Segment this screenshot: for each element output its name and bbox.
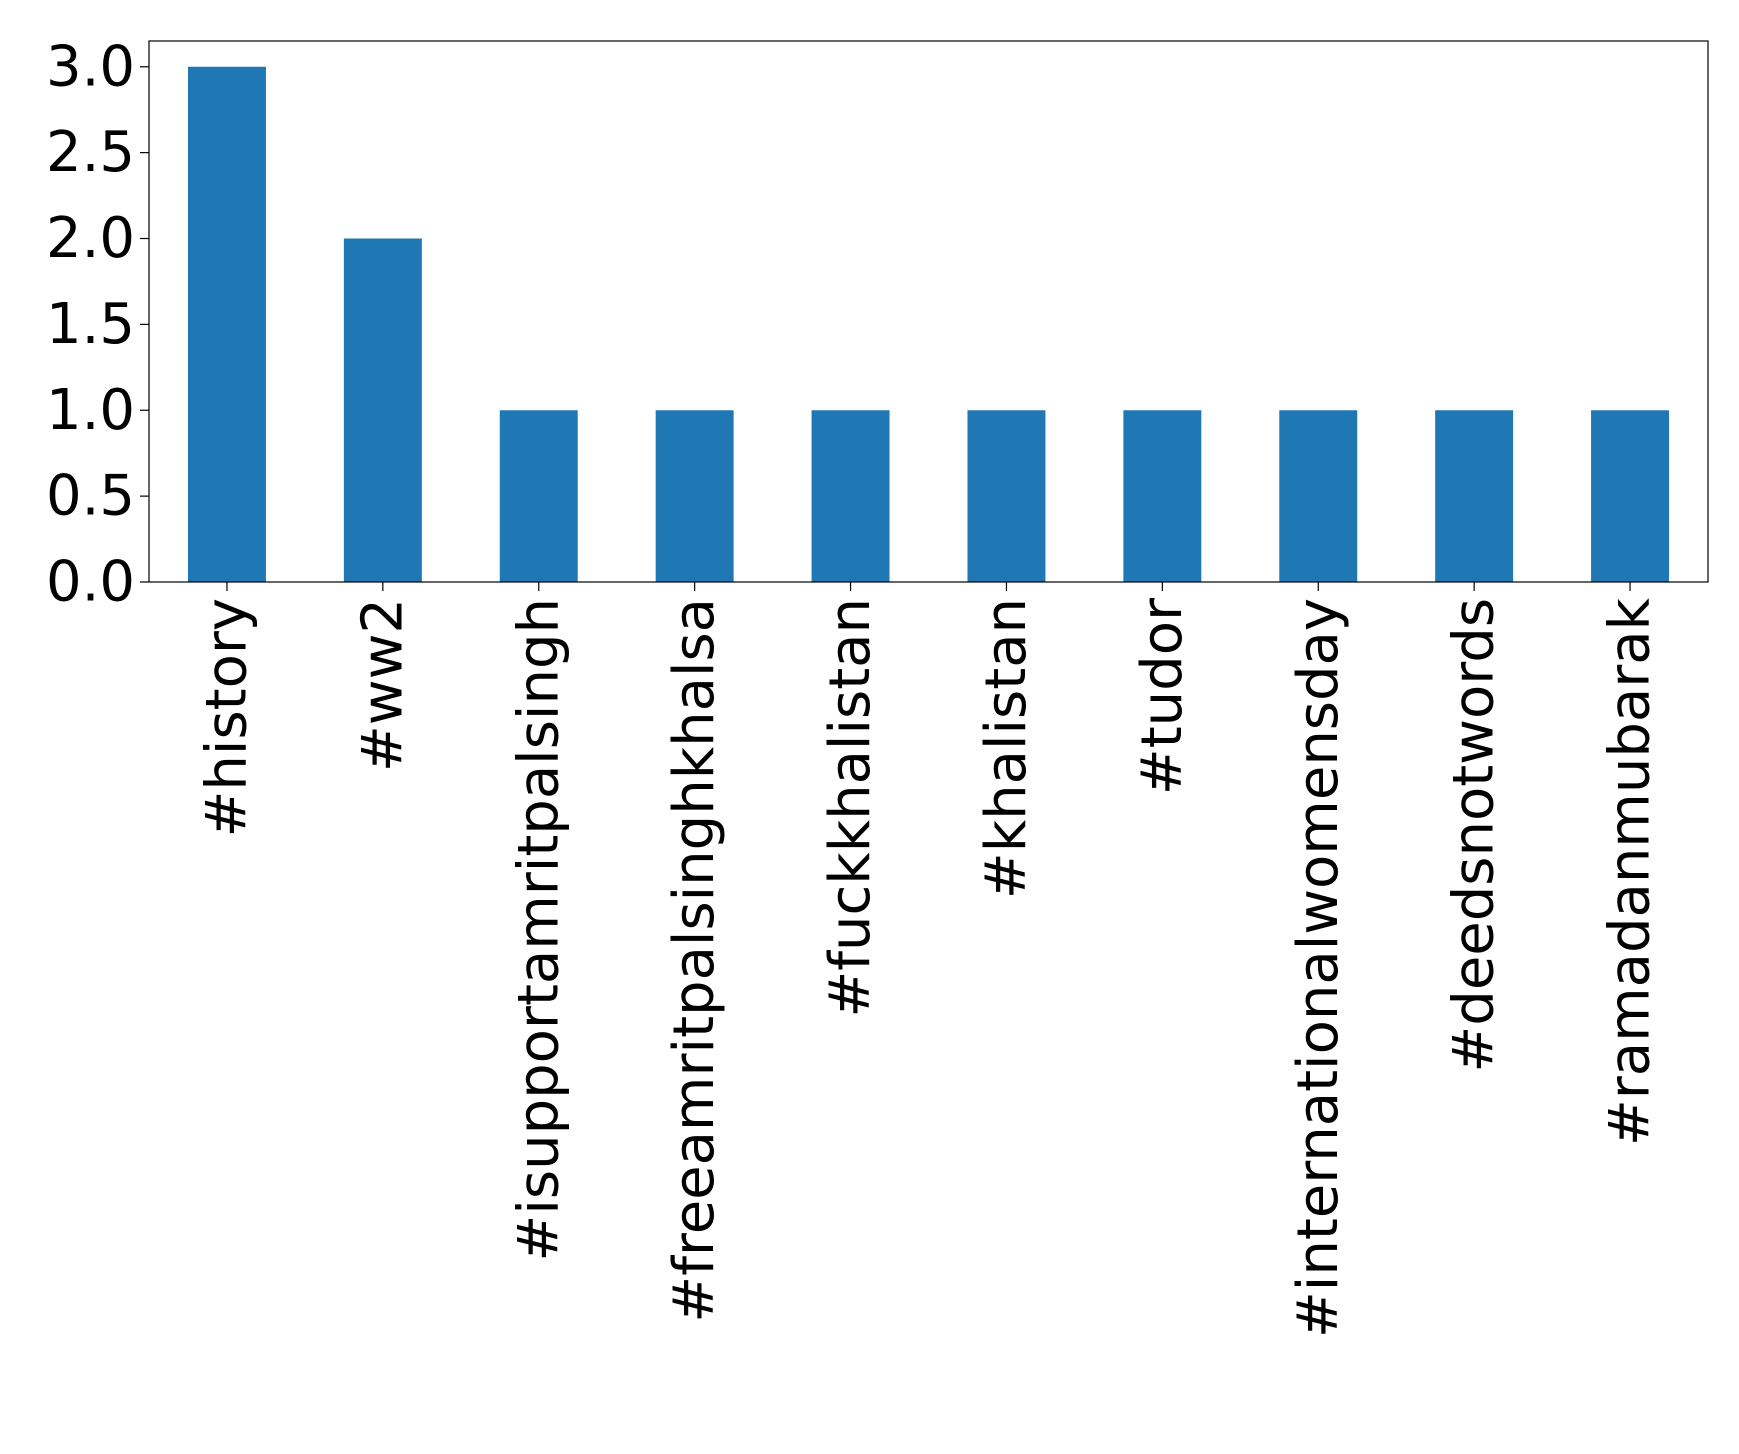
bar [811, 410, 890, 582]
bar [655, 410, 734, 582]
y-tick-label: 3.0 [46, 34, 135, 99]
bar [499, 410, 578, 582]
x-tick-label: #internationalwomensday [1286, 598, 1351, 1338]
x-tick-label: #tudor [1130, 597, 1195, 795]
y-tick-label: 1.5 [46, 292, 135, 357]
x-tick-label: #khalistan [974, 598, 1039, 899]
y-tick-label: 1.0 [46, 378, 135, 443]
x-tick-label: #ramadanmubarak [1598, 597, 1663, 1146]
y-tick-label: 2.5 [46, 120, 135, 185]
bar [343, 238, 422, 582]
y-tick-label: 2.0 [46, 206, 135, 271]
x-tick-label: #history [194, 598, 259, 838]
x-tick-label: #ww2 [350, 598, 415, 772]
y-tick-label: 0.0 [46, 550, 135, 615]
bar [1279, 410, 1358, 582]
x-tick-label: #deedsnotwords [1442, 598, 1507, 1073]
x-tick-label: #fuckkhalistan [818, 598, 883, 1018]
bar [967, 410, 1046, 582]
bar [1435, 410, 1514, 582]
bar [187, 66, 266, 582]
x-tick-label: #freeamritpalsinghkhalsa [662, 598, 727, 1323]
y-tick-label: 0.5 [46, 464, 135, 529]
bar [1123, 410, 1202, 582]
bar [1591, 410, 1670, 582]
plot-frame [148, 40, 1709, 583]
x-tick-label: #isupportamritpalsingh [506, 598, 571, 1262]
